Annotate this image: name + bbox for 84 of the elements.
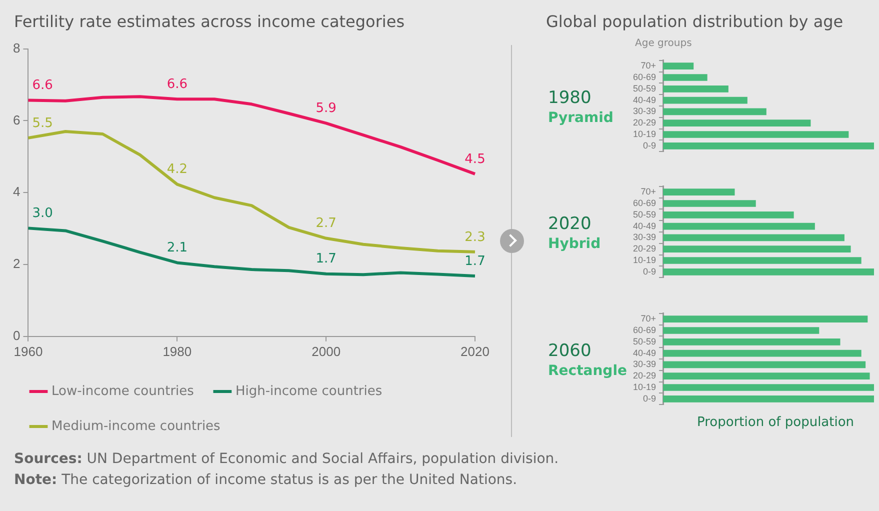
y-tick-label: 60-69 (632, 72, 656, 82)
y-tick-label: 20-29 (632, 370, 656, 381)
bar (663, 108, 766, 116)
bar (663, 350, 862, 357)
y-tick-label: 70+ (640, 186, 656, 197)
y-tick-label: 50-59 (632, 209, 656, 220)
bar (663, 200, 756, 207)
data-label: 4.2 (166, 162, 188, 178)
y-tick-label: 10-19 (632, 254, 656, 265)
chart-title: Fertility rate estimates across income categories (14, 12, 405, 31)
text: 1980 (548, 88, 592, 108)
text: Hybrid (548, 236, 601, 252)
bar (663, 120, 811, 127)
y-tick-label: 30-39 (632, 359, 656, 370)
data-label: 1.7 (316, 252, 336, 267)
data-label: 6.6 (166, 77, 188, 92)
y-tick-label: 0 (12, 328, 20, 343)
bar (663, 384, 874, 391)
y-axis-title: Age groups (635, 38, 692, 49)
x-axis-title: Proportion of population (697, 415, 854, 430)
y-tick-label: 20-29 (632, 244, 656, 254)
x-tick-label: 2000 (312, 344, 341, 359)
bar (663, 246, 851, 253)
legend-label: High-income countries (235, 384, 382, 399)
text: 2060 (548, 341, 592, 361)
bar (663, 62, 694, 70)
legend-label: Low-income countries (52, 384, 194, 399)
text: Note: The categorization of income status is as per the United Nations. (14, 472, 518, 488)
bar (663, 316, 868, 323)
bar (663, 234, 844, 242)
bar (663, 268, 874, 276)
data-label: 3.0 (32, 206, 53, 222)
bar (663, 361, 866, 368)
x-tick-label: 1960 (14, 344, 43, 359)
y-tick-label: 40-49 (632, 94, 656, 105)
y-tick-label: 10-19 (632, 128, 656, 139)
y-tick-label: 70+ (640, 60, 656, 71)
y-tick-label: 30-39 (632, 232, 656, 242)
y-tick-label: 10-19 (632, 382, 656, 392)
data-label: 4.5 (464, 152, 486, 167)
bar (663, 131, 849, 138)
y-tick-label: 40-49 (632, 220, 656, 231)
bar (663, 372, 870, 380)
y-tick-label: 0-9 (643, 266, 656, 276)
y-tick-label: 60-69 (632, 324, 656, 335)
data-label: 1.7 (464, 254, 486, 269)
y-tick-label: 20-29 (632, 118, 656, 128)
y-tick-label: 6 (12, 112, 20, 128)
y-tick-label: 0-9 (643, 140, 656, 150)
data-label: 6.6 (32, 78, 53, 94)
legend-label: Medium-income countries (52, 418, 221, 434)
bar (663, 211, 794, 218)
y-tick-label: 50-59 (632, 83, 656, 94)
y-tick-label: 4 (12, 184, 20, 200)
data-label: 2.7 (316, 216, 336, 232)
bar (663, 257, 862, 264)
text: Rectangle (548, 363, 627, 379)
data-label: 5.5 (32, 116, 53, 131)
bar (663, 188, 735, 196)
text: Global population distribution by age (546, 12, 844, 31)
data-label: 2.1 (166, 240, 188, 256)
y-tick-label: 40-49 (632, 348, 656, 358)
y-tick-label: 30-39 (632, 106, 656, 116)
y-tick-label: 60-69 (632, 198, 656, 208)
bar (663, 222, 815, 230)
bar (663, 338, 840, 346)
data-label: 2.3 (464, 230, 486, 245)
bar (663, 85, 728, 92)
y-tick-label: 2 (12, 256, 20, 272)
bar (663, 395, 874, 402)
bar (663, 142, 874, 150)
bar (663, 327, 820, 334)
bar (663, 96, 748, 104)
y-tick-label: 8 (12, 40, 20, 56)
text: Pyramid (548, 110, 614, 126)
data-label: 5.9 (316, 101, 336, 116)
y-tick-label: 70+ (640, 314, 656, 324)
text: 2020 (548, 214, 592, 234)
y-tick-label: 50-59 (632, 336, 656, 346)
bar (663, 74, 708, 81)
x-tick-label: 1980 (162, 344, 192, 359)
source-note: Sources: UN Department of Economic and Social Affairs, population division. (14, 451, 559, 467)
x-tick-label: 2020 (460, 344, 490, 359)
y-tick-label: 0-9 (643, 393, 656, 404)
